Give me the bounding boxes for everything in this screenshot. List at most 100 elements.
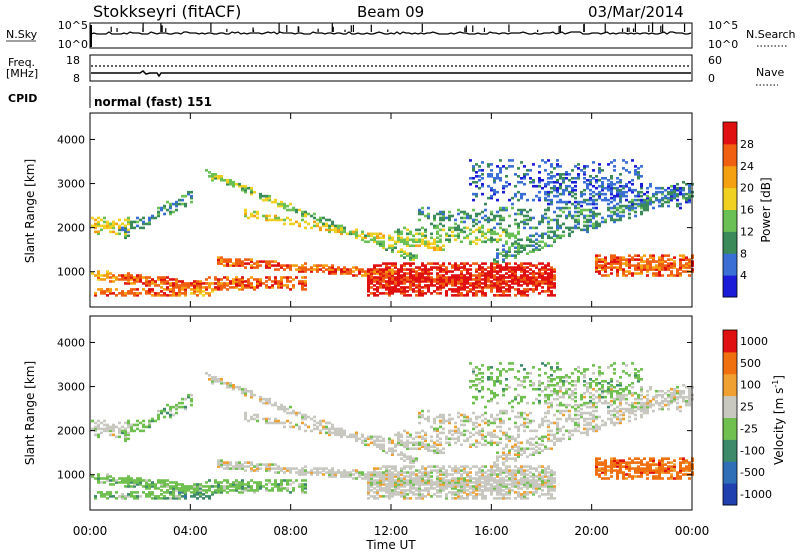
power-cell: [508, 159, 511, 162]
power-cell: [526, 270, 529, 273]
power-cell: [529, 272, 532, 275]
power-cell: [268, 264, 271, 267]
velocity-cell: [169, 405, 172, 409]
velocity-cell: [487, 368, 490, 371]
power-cell: [400, 248, 403, 252]
power-cell: [226, 284, 229, 287]
velocity-cell: [448, 481, 451, 484]
power-cell: [469, 290, 472, 293]
power-cell: [586, 198, 589, 202]
velocity-cell: [505, 411, 508, 415]
power-cell: [325, 222, 328, 226]
velocity-cell: [232, 489, 235, 492]
velocity-cell: [232, 467, 235, 470]
power-cell: [619, 256, 622, 259]
power-cell: [166, 200, 169, 204]
velocity-cell: [130, 429, 133, 433]
power-cell: [532, 280, 535, 283]
velocity-cell: [232, 383, 235, 387]
power-cell: [91, 216, 94, 220]
power-cell: [580, 192, 583, 196]
velocity-cell: [376, 439, 379, 443]
power-cell: [379, 274, 382, 277]
power-cell: [418, 266, 421, 269]
power-cell: [172, 202, 175, 206]
velocity-cell: [508, 385, 511, 389]
velocity-cell: [355, 433, 358, 437]
power-cell: [682, 264, 685, 267]
power-cell: [415, 244, 418, 248]
velocity-cell: [172, 413, 175, 417]
velocity-cell: [502, 481, 505, 484]
power-cell: [646, 190, 649, 194]
power-cell: [490, 169, 493, 172]
power-cell: [490, 272, 493, 275]
power-cell: [139, 276, 142, 279]
power-cell: [436, 276, 439, 279]
velocity-cell: [433, 487, 436, 490]
velocity-cell: [430, 449, 433, 453]
power-cell: [523, 272, 526, 275]
power-cell: [475, 238, 478, 242]
power-cell: [457, 232, 460, 236]
velocity-cell: [184, 397, 187, 401]
velocity-cell: [532, 401, 535, 405]
velocity-cell: [139, 429, 142, 433]
velocity-cell: [154, 497, 157, 500]
power-cell: [409, 272, 412, 275]
power-cell: [607, 214, 610, 218]
power-cell: [226, 278, 229, 281]
power-cell: [94, 274, 97, 277]
power-cell: [664, 200, 667, 204]
velocity-cell: [286, 467, 289, 470]
velocity-cell: [451, 473, 454, 476]
power-cell: [463, 226, 466, 230]
power-cell: [286, 280, 289, 283]
power-cell: [373, 236, 376, 240]
power-cell: [277, 216, 280, 220]
power-cell: [91, 224, 94, 228]
velocity-cell: [481, 465, 484, 468]
velocity-cell: [532, 467, 535, 470]
power-cell: [631, 208, 634, 212]
velocity-cell: [418, 415, 421, 419]
power-cell: [664, 260, 667, 263]
power-cell: [133, 294, 136, 297]
power-cell: [634, 169, 637, 172]
velocity-cell: [463, 481, 466, 484]
power-cell: [613, 266, 616, 269]
power-cell: [433, 214, 436, 218]
power-cell: [124, 224, 127, 228]
velocity-cell: [268, 463, 271, 466]
power-cell: [568, 173, 571, 176]
power-cell: [505, 206, 508, 210]
velocity-cell: [112, 477, 115, 480]
velocity-cell: [118, 429, 121, 433]
velocity-cell: [478, 467, 481, 470]
velocity-cell: [436, 449, 439, 453]
power-cell: [529, 216, 532, 220]
velocity-cell: [178, 491, 181, 494]
velocity-cell: [520, 483, 523, 486]
velocity-cell: [307, 425, 310, 429]
velocity-cell: [205, 495, 208, 498]
power-cell: [217, 284, 220, 287]
power-cell: [310, 214, 313, 218]
velocity-cell: [382, 439, 385, 443]
velocity-cell: [136, 497, 139, 500]
power-cell: [589, 188, 592, 192]
velocity-cell: [475, 425, 478, 429]
velocity-cell: [316, 427, 319, 431]
power-cell: [475, 262, 478, 265]
velocity-cell: [238, 387, 241, 391]
velocity-cell: [496, 376, 499, 379]
power-cell: [496, 272, 499, 275]
velocity-cell: [109, 493, 112, 496]
velocity-cell: [439, 471, 442, 474]
power-cell: [382, 270, 385, 273]
power-cell: [535, 288, 538, 291]
power-cell: [130, 276, 133, 279]
power-cell: [220, 178, 223, 182]
power-cell: [124, 236, 127, 240]
velocity-cell: [385, 471, 388, 474]
